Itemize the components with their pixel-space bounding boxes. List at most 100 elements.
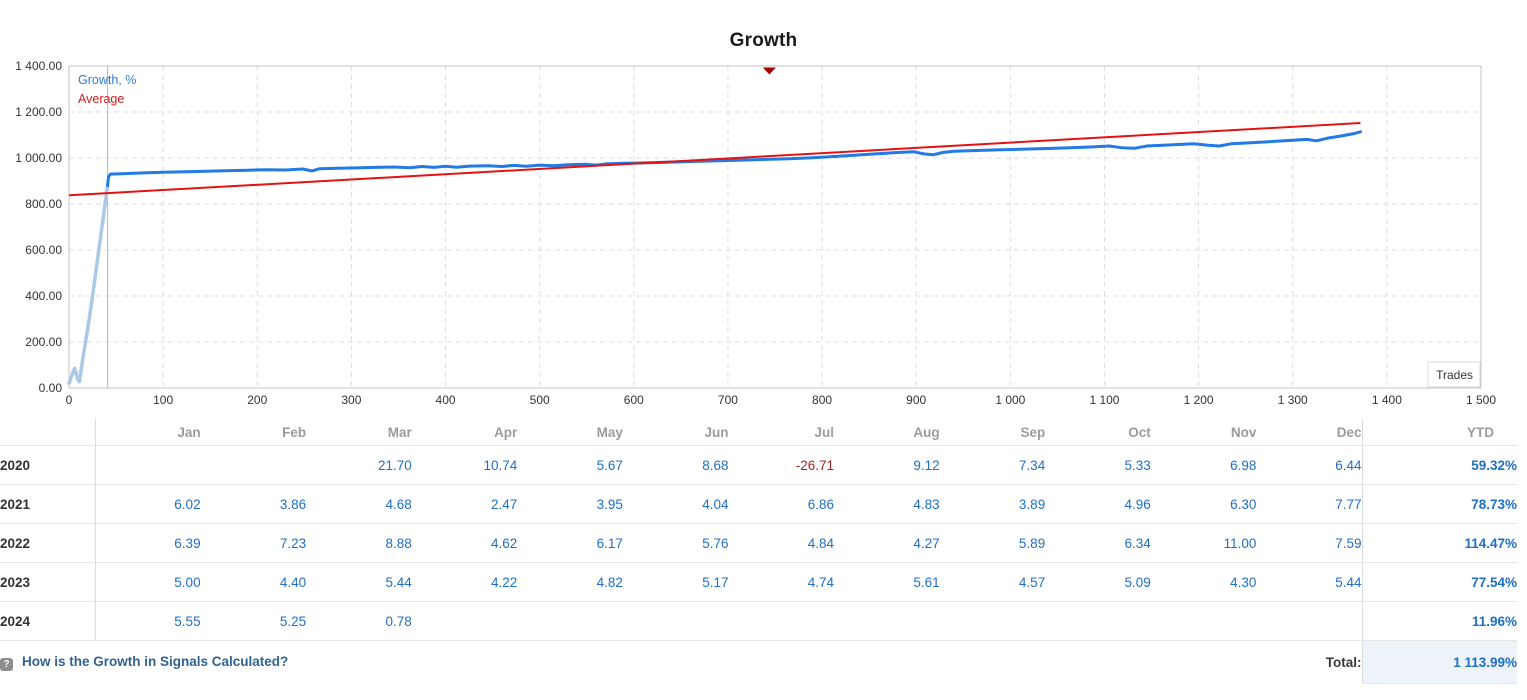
year-label: 2023 (0, 562, 96, 602)
month-value (411, 601, 518, 641)
month-value: 5.76 (622, 523, 729, 563)
month-header: Jul (814, 424, 835, 440)
x-axis-title: Trades (1436, 368, 1473, 382)
table-row: 2020 21.70 10.74 5.67 8.68 -26.71 9.12 7.34 5.33… (0, 445, 1517, 485)
x-tick-label: 900 (906, 393, 926, 407)
month-value: 4.62 (411, 523, 518, 563)
month-value (622, 601, 729, 641)
month-value: 4.83 (834, 484, 940, 524)
month-value: -26.71 (728, 445, 835, 485)
x-tick-label: 600 (624, 393, 644, 407)
month-header: Mar (387, 424, 412, 440)
trades-label-box (1427, 361, 1481, 388)
year-column-header (0, 419, 96, 446)
month-value: 21.70 (306, 445, 412, 485)
month-value: 8.68 (622, 445, 729, 485)
month-value: 4.84 (728, 523, 835, 563)
y-tick-label: 1 000.00 (15, 151, 62, 165)
ytd-value: 114.47% (1361, 523, 1517, 563)
month-header: Sep (1020, 424, 1046, 440)
average-line (68, 122, 1361, 197)
table-row: 2024 5.55 5.25 0.78 11.96% (0, 601, 1517, 641)
month-value (517, 601, 623, 641)
month-value (200, 445, 307, 485)
month-value: 4.40 (200, 562, 307, 602)
month-value: 5.25 (200, 601, 307, 641)
month-value: 5.61 (834, 562, 940, 602)
month-value: 4.22 (411, 562, 518, 602)
event-marker-icon (762, 67, 776, 75)
month-value: 4.96 (1045, 484, 1151, 524)
x-tick-label: 100 (153, 393, 173, 407)
month-value: 5.17 (622, 562, 729, 602)
month-header: May (596, 424, 623, 440)
x-tick-label: 800 (812, 393, 832, 407)
x-tick-label: 1 100 (1089, 393, 1119, 407)
month-value: 5.89 (939, 523, 1046, 563)
x-tick-label: 1 300 (1278, 393, 1308, 407)
ytd-value: 78.73% (1361, 484, 1517, 524)
month-value: 8.88 (306, 523, 412, 563)
total-label: Total: (1256, 640, 1362, 684)
month-header: Jan (177, 424, 201, 440)
month-value: 10.74 (411, 445, 518, 485)
growth-line (106, 130, 1362, 188)
month-value: 5.55 (95, 601, 201, 641)
table-row: 2023 5.00 4.40 5.44 4.22 4.82 5.17 4.74 5.61 4.57… (0, 562, 1517, 602)
month-value: 4.74 (728, 562, 835, 602)
monthly-growth-table-section: Jan Feb Mar Apr May Jun Jul Aug Sep Oct Nov Dec YTD … (0, 419, 1527, 684)
x-tick-label: 0 (66, 393, 73, 407)
y-tick-label: 800.00 (25, 197, 62, 211)
month-value: 5.00 (95, 562, 201, 602)
monthly-growth-table: Jan Feb Mar Apr May Jun Jul Aug Sep Oct Nov Dec YTD … (0, 419, 1517, 684)
month-value: 4.82 (517, 562, 623, 602)
x-tick-label: 700 (718, 393, 738, 407)
month-value: 5.44 (306, 562, 412, 602)
legend-item-average: Average (78, 92, 125, 106)
month-value: 5.67 (517, 445, 623, 485)
growth-chart-section: Growth 0.00 200.00 400.00 600.00 800.00 1 000… (15, 30, 1496, 407)
x-tick-label: 1 000 (995, 393, 1025, 407)
year-label: 2021 (0, 484, 96, 524)
month-header: Apr (494, 424, 518, 440)
month-value: 2.47 (411, 484, 518, 524)
growth-calculation-link[interactable]: How is the Growth in Signals Calculated? (22, 653, 289, 669)
month-value: 7.34 (939, 445, 1046, 485)
year-label: 2022 (0, 523, 96, 563)
month-value: 3.95 (517, 484, 623, 524)
month-header: Dec (1336, 424, 1362, 440)
month-value: 6.17 (517, 523, 623, 563)
month-value: 6.44 (1256, 445, 1362, 485)
month-value: 6.98 (1150, 445, 1257, 485)
help-icon: ? (0, 657, 13, 671)
table-row: 2021 6.02 3.86 4.68 2.47 3.95 4.04 6.86 4.83 3.89… (0, 484, 1517, 524)
month-value: 3.86 (200, 484, 307, 524)
month-value: 5.33 (1045, 445, 1151, 485)
table-row: 2022 6.39 7.23 8.88 4.62 6.17 5.76 4.84 4.27 5.89… (0, 523, 1517, 563)
month-value: 4.68 (306, 484, 412, 524)
month-value (834, 601, 940, 641)
x-tick-label: 300 (341, 393, 361, 407)
y-tick-label: 1 200.00 (15, 105, 62, 119)
x-tick-label: 500 (530, 393, 550, 407)
y-tick-label: 200.00 (25, 335, 62, 349)
month-value: 6.39 (95, 523, 201, 563)
month-value: 3.89 (939, 484, 1046, 524)
month-header: Jun (704, 424, 729, 440)
x-tick-label: 200 (247, 393, 267, 407)
table-header-row: Jan Feb Mar Apr May Jun Jul Aug Sep Oct Nov Dec YTD (0, 419, 1517, 446)
ytd-value: 11.96% (1361, 601, 1517, 641)
month-value: 9.12 (834, 445, 940, 485)
month-header: Aug (913, 424, 940, 440)
year-label: 2024 (0, 601, 96, 641)
year-label: 2020 (0, 445, 96, 485)
x-tick-label: 1 200 (1184, 393, 1214, 407)
ytd-value: 77.54% (1361, 562, 1517, 602)
total-value: 1 113.99% (1361, 640, 1517, 684)
y-tick-label: 600.00 (25, 243, 62, 257)
month-value: 6.30 (1150, 484, 1257, 524)
x-tick-label: 1 400 (1372, 393, 1402, 407)
footer-link-cell: ? How is the Growth in Signals Calculated… (0, 640, 1257, 684)
month-value: 4.27 (834, 523, 940, 563)
month-value: 5.44 (1256, 562, 1362, 602)
